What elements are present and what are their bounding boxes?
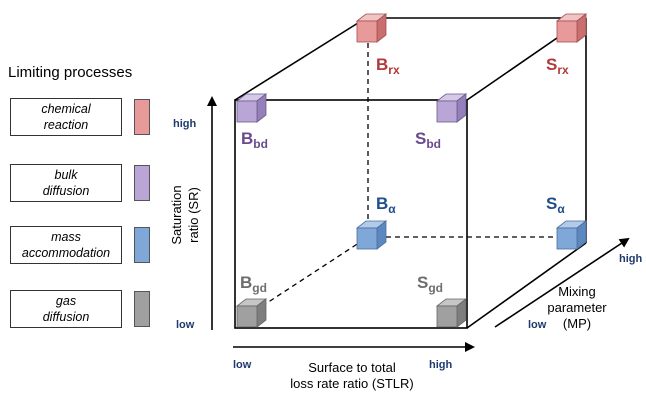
x-axis-title-line2: loss rate ratio (STLR) <box>290 376 414 391</box>
legend-swatch-blue <box>134 227 150 263</box>
cube-b-bd <box>235 93 268 123</box>
legend-item-gas-diffusion: gas diffusion <box>10 290 122 328</box>
legend-item-line1: chemical <box>41 102 91 116</box>
y-axis-title-line1: Saturation <box>169 185 184 244</box>
label-s-gd: Sgd <box>417 273 443 295</box>
y-axis-high-label: high <box>173 118 196 130</box>
legend-item-line1: bulk <box>54 168 78 182</box>
cube-b-alpha <box>355 220 388 250</box>
y-axis-title-line2: ratio (SR) <box>186 187 201 243</box>
legend-item-line2: diffusion <box>42 310 90 324</box>
legend-item-line2: accommodation <box>21 246 111 260</box>
cube-s-alpha <box>555 220 588 250</box>
cube-edges <box>234 17 587 329</box>
legend-item-line1: gas <box>55 294 77 308</box>
label-s-rx: Srx <box>546 55 569 77</box>
legend-item-mass-accommodation: mass accommodation <box>10 226 122 264</box>
cube-edge-top-left <box>234 17 367 101</box>
cube-s-rx <box>555 13 588 43</box>
z-axis-low-label: low <box>528 319 547 331</box>
z-axis-high-label: high <box>619 253 642 265</box>
z-axis-title-line1: Mixing <box>558 284 596 299</box>
legend-swatch-red <box>134 99 150 135</box>
cube-b-gd <box>235 298 268 328</box>
legend-item-line2: diffusion <box>42 184 90 198</box>
cube-front-face <box>234 99 468 329</box>
z-axis-title-line2: parameter <box>547 300 607 315</box>
z-axis-arrow <box>494 237 630 328</box>
legend-swatch-purple <box>134 165 150 201</box>
y-axis-low-label: low <box>176 319 195 331</box>
label-s-alpha: Sα <box>546 194 565 216</box>
z-axis-title-line3: (MP) <box>563 316 591 331</box>
legend-swatch-gray <box>134 291 150 327</box>
cube-s-bd <box>435 93 468 123</box>
label-b-alpha: Bα <box>376 194 396 216</box>
legend-item-bulk-diffusion: bulk diffusion <box>10 164 122 202</box>
cube-s-gd <box>435 298 468 328</box>
x-axis-title-line1: Surface to total <box>308 360 396 375</box>
x-axis-high-label: high <box>429 359 452 371</box>
cube-edge-bottom-right <box>466 242 587 329</box>
legend-item-line2: reaction <box>43 118 89 132</box>
cube-b-rx <box>355 13 388 43</box>
label-s-bd: Sbd <box>415 129 441 151</box>
legend-item-chemical-reaction: chemical reaction <box>10 98 122 136</box>
legend-title: Limiting processes <box>8 64 133 81</box>
label-b-gd: Bgd <box>240 273 267 295</box>
label-b-rx: Brx <box>376 55 400 77</box>
label-b-bd: Bbd <box>241 129 268 151</box>
legend-item-line1: mass <box>51 230 81 244</box>
hidden-edge-bottom-left <box>246 236 369 317</box>
x-axis-low-label: low <box>233 359 252 371</box>
